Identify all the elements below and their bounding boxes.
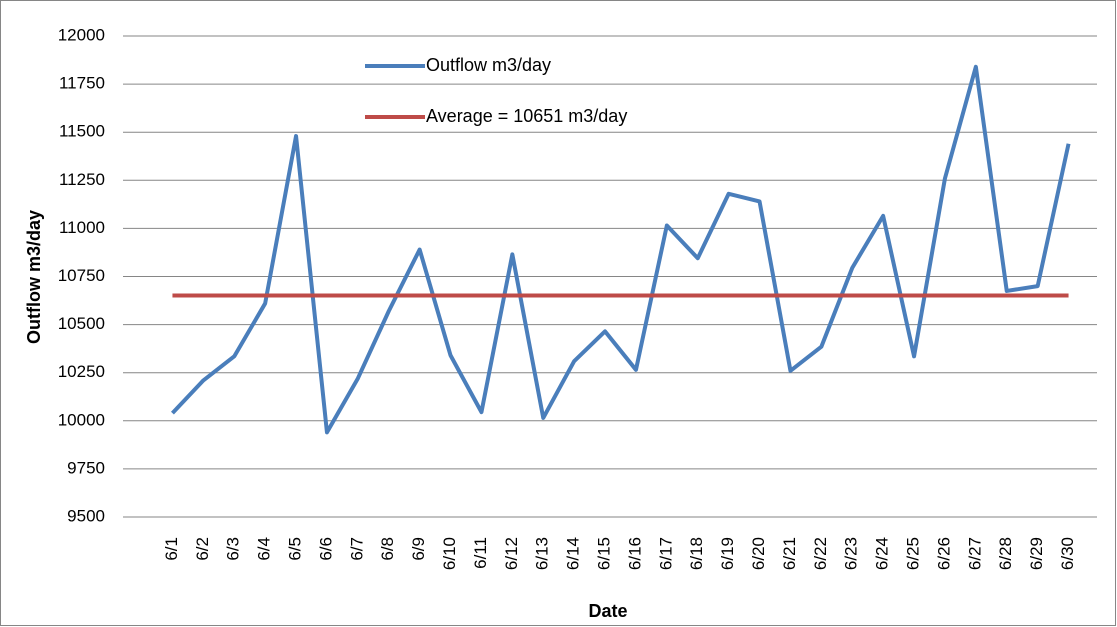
x-tick-label: 6/2 <box>193 537 212 561</box>
x-tick-label: 6/28 <box>996 537 1015 570</box>
x-tick-label: 6/30 <box>1058 537 1077 570</box>
y-axis-title: Outflow m3/day <box>24 210 44 344</box>
y-tick-label: 11750 <box>59 74 105 93</box>
x-tick-label: 6/18 <box>687 537 706 570</box>
x-tick-label: 6/22 <box>811 537 830 570</box>
x-tick-label: 6/11 <box>471 537 490 569</box>
y-tick-label: 11500 <box>59 122 105 141</box>
y-tick-label: 9500 <box>67 506 105 525</box>
x-tick-label: 6/24 <box>873 537 892 570</box>
x-tick-label: 6/16 <box>625 537 644 570</box>
x-tick-label: 6/15 <box>595 537 614 570</box>
x-axis-title: Date <box>588 601 627 621</box>
y-tick-label: 10750 <box>58 266 105 285</box>
y-tick-label: 11250 <box>59 170 105 189</box>
x-tick-label: 6/29 <box>1027 537 1046 570</box>
y-tick-label: 10500 <box>58 314 105 333</box>
x-tick-label: 6/12 <box>502 537 521 570</box>
y-tick-label: 9750 <box>67 458 105 477</box>
x-tick-label: 6/9 <box>409 537 428 561</box>
legend-label: Outflow m3/day <box>426 55 551 75</box>
x-tick-label: 6/10 <box>440 537 459 570</box>
series-line <box>170 64 1071 435</box>
legend-label: Average = 10651 m3/day <box>426 106 627 126</box>
x-tick-label: 6/4 <box>255 537 274 561</box>
y-tick-label: 11000 <box>59 218 105 237</box>
x-tick-label: 6/27 <box>965 537 984 570</box>
x-tick-label: 6/6 <box>316 537 335 561</box>
x-tick-label: 6/25 <box>904 537 923 570</box>
x-tick-label: 6/1 <box>162 537 181 561</box>
x-tick-label: 6/14 <box>564 537 583 570</box>
y-tick-label: 10000 <box>58 410 105 429</box>
x-tick-label: 6/23 <box>842 537 861 570</box>
y-tick-label: 12000 <box>58 25 105 44</box>
x-tick-label: 6/19 <box>718 537 737 570</box>
x-tick-label: 6/13 <box>533 537 552 570</box>
x-tick-label: 6/20 <box>749 537 768 570</box>
x-tick-label: 6/3 <box>224 537 243 561</box>
x-tick-label: 6/5 <box>286 537 305 561</box>
x-tick-label: 6/7 <box>347 537 366 561</box>
x-tick-label: 6/17 <box>656 537 675 570</box>
x-tick-label: 6/26 <box>934 537 953 570</box>
x-tick-label: 6/21 <box>780 537 799 570</box>
x-tick-label: 6/8 <box>378 537 397 561</box>
y-tick-label: 10250 <box>58 362 105 381</box>
